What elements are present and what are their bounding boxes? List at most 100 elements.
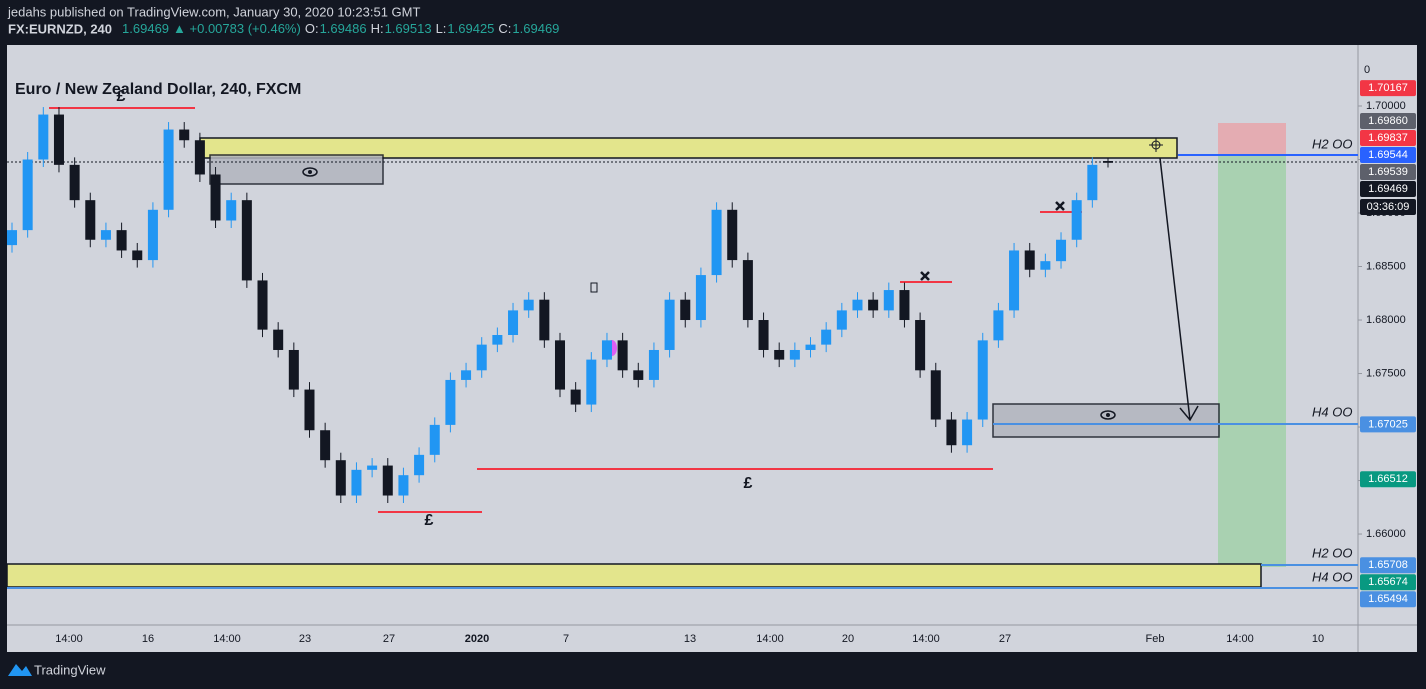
candle-body xyxy=(805,344,816,350)
candle-body xyxy=(492,335,503,345)
price-tag-label: 1.66512 xyxy=(1368,473,1408,485)
price-tag xyxy=(1360,112,1416,129)
price-tag xyxy=(1360,80,1416,97)
candle-body xyxy=(414,454,425,476)
ohlc-label: H: xyxy=(371,21,384,36)
candle-body xyxy=(633,370,644,380)
watch-box xyxy=(209,154,384,185)
candle-body xyxy=(461,370,472,380)
price-tag-label: 1.69469 xyxy=(1368,183,1408,195)
ohlc-label: O: xyxy=(305,21,319,36)
candle-body xyxy=(680,299,691,321)
candle-body xyxy=(648,349,659,380)
ohlc-value: 1.69486 xyxy=(320,21,367,36)
brand: TradingView xyxy=(34,662,106,677)
x-tick-label: 10 xyxy=(1312,633,1324,645)
candle-body xyxy=(570,389,581,405)
target-icon xyxy=(1149,138,1163,152)
candle-body xyxy=(257,280,268,330)
candle-body xyxy=(1071,200,1082,240)
candle-body xyxy=(304,389,315,431)
quote-line: 1.69469 ▲ +0.00783 (+0.46%) O:1.69486 H:1.6… xyxy=(122,21,559,36)
candle-body xyxy=(163,129,174,210)
symbol: FX:EURNZD, 240 xyxy=(8,21,112,36)
x-tick-label: 20 xyxy=(842,633,854,645)
candle-body xyxy=(69,164,80,201)
price-tag-label: 1.65708 xyxy=(1368,559,1408,571)
x-tick-label: 14:00 xyxy=(55,633,83,645)
candle-body xyxy=(1102,161,1114,163)
candle-body xyxy=(711,209,722,276)
price-tag-label: 1.65674 xyxy=(1368,576,1408,588)
annotation: H2 OO xyxy=(1312,136,1352,151)
change: ▲ +0.00783 (+0.46%) xyxy=(173,21,301,36)
price-tag xyxy=(1360,591,1416,608)
candle-body xyxy=(100,230,111,240)
candle-body xyxy=(320,430,331,461)
candle-body xyxy=(727,209,738,261)
candle-body xyxy=(273,329,284,350)
candle-body xyxy=(523,299,534,311)
candle-body xyxy=(194,140,205,175)
x-tick-label: 27 xyxy=(999,633,1011,645)
candle-body xyxy=(993,310,1004,341)
eye-icon xyxy=(1100,410,1116,420)
price-tag xyxy=(1360,416,1416,433)
x-tick-label: 2020 xyxy=(465,633,489,645)
candle-body xyxy=(6,230,18,246)
ohlc-label: C: xyxy=(498,21,511,36)
candle-body xyxy=(962,419,973,446)
countdown-tag xyxy=(1360,198,1416,215)
candle-body xyxy=(382,465,393,496)
candle-body xyxy=(821,329,832,345)
candle-body xyxy=(210,174,221,221)
publisher: jedahs published on TradingView.com, Jan… xyxy=(7,4,420,19)
price-tag-label: 1.65494 xyxy=(1368,593,1408,605)
watch-box xyxy=(992,403,1220,438)
price-tag xyxy=(1360,557,1416,574)
annotation: H4 OO xyxy=(1312,569,1352,584)
x-tick-label: 14:00 xyxy=(1226,633,1254,645)
annotation: £ xyxy=(744,475,753,492)
price-tag xyxy=(1360,129,1416,146)
price-tag-label: 1.70167 xyxy=(1368,82,1408,94)
x-tick-label: 14:00 xyxy=(213,633,241,645)
candle-body xyxy=(351,469,362,496)
candle-body xyxy=(1009,250,1020,311)
y-tick-label: 1.67500 xyxy=(1366,367,1406,379)
candle-body xyxy=(774,349,785,360)
candle-body xyxy=(1040,261,1051,270)
annotation: H4 OO xyxy=(1312,404,1352,419)
price-tag-label: 1.69837 xyxy=(1368,132,1408,144)
price-tag xyxy=(1360,180,1416,197)
reward-zone xyxy=(1218,155,1286,567)
candle-body xyxy=(1056,239,1067,262)
axis-top-label: 0 xyxy=(1364,64,1370,76)
chart-title: Euro / New Zealand Dollar, 240, FXCM xyxy=(15,81,301,98)
price-tag-label: 1.69860 xyxy=(1368,115,1408,127)
risk-zone xyxy=(1218,123,1286,155)
price-tag xyxy=(1360,574,1416,591)
price-tag xyxy=(1360,163,1416,180)
eye-icon xyxy=(302,167,318,177)
candle-body xyxy=(852,299,863,311)
candle-body xyxy=(179,129,190,141)
y-tick-label: 1.66000 xyxy=(1366,528,1406,540)
candle-body xyxy=(445,379,456,425)
candle-body xyxy=(601,340,612,360)
price-tag-label: 1.69539 xyxy=(1368,166,1408,178)
price: 1.69469 xyxy=(122,21,169,36)
candle-body xyxy=(930,370,941,420)
x-tick-label: 14:00 xyxy=(912,633,940,645)
candle-body xyxy=(147,209,158,261)
candle-body xyxy=(883,290,894,311)
candle-body xyxy=(508,310,519,335)
candle-body xyxy=(946,419,957,446)
candle-body xyxy=(53,114,64,165)
candle-body xyxy=(85,200,96,240)
cross-mark xyxy=(920,201,1065,281)
ohlc-value: 1.69513 xyxy=(385,21,432,36)
x-tick-label: 14:00 xyxy=(756,633,784,645)
